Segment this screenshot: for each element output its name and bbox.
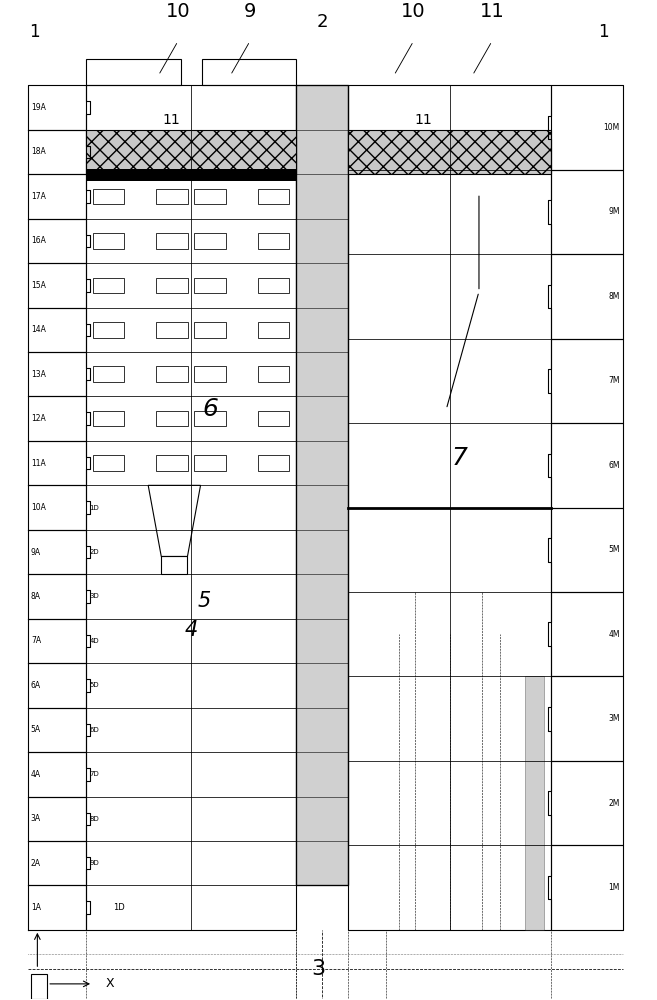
Text: 14A: 14A — [31, 325, 46, 334]
Text: 5D: 5D — [90, 682, 99, 688]
Bar — [194, 233, 226, 249]
Text: 9: 9 — [244, 2, 256, 21]
Bar — [258, 322, 289, 338]
Text: 11: 11 — [415, 113, 432, 127]
Text: 7A: 7A — [31, 636, 41, 645]
Text: 1D: 1D — [112, 903, 124, 912]
Bar — [156, 366, 188, 382]
Text: 9A: 9A — [31, 548, 41, 557]
Text: 2A: 2A — [31, 859, 41, 868]
Text: 12A: 12A — [31, 414, 45, 423]
Text: 10M: 10M — [603, 123, 620, 132]
Bar — [194, 366, 226, 382]
Bar — [87, 85, 296, 930]
Bar — [194, 144, 226, 160]
Text: 7D: 7D — [90, 771, 99, 777]
Text: 11: 11 — [163, 113, 181, 127]
Bar — [258, 189, 289, 204]
Text: 2: 2 — [316, 13, 328, 31]
Bar — [348, 130, 551, 174]
Text: 1: 1 — [29, 23, 39, 41]
Bar — [258, 455, 289, 471]
Text: 7M: 7M — [608, 376, 620, 385]
Text: 13A: 13A — [31, 370, 46, 379]
Bar — [93, 366, 124, 382]
Text: 11: 11 — [480, 2, 505, 21]
Text: 19A: 19A — [31, 103, 46, 112]
Text: 15A: 15A — [31, 281, 46, 290]
Bar — [348, 85, 551, 930]
Bar — [202, 59, 296, 85]
Bar — [258, 411, 289, 426]
Bar — [525, 676, 545, 930]
Text: 1D: 1D — [90, 505, 99, 511]
Text: 10: 10 — [401, 2, 426, 21]
Text: 1A: 1A — [31, 903, 41, 912]
Bar — [194, 278, 226, 293]
Text: X: X — [106, 977, 115, 990]
Bar — [93, 411, 124, 426]
Bar — [93, 189, 124, 204]
Text: 6A: 6A — [31, 681, 41, 690]
Text: 4A: 4A — [31, 770, 41, 779]
Text: 6: 6 — [203, 397, 219, 421]
Text: 3A: 3A — [31, 814, 41, 823]
Text: 10: 10 — [166, 2, 191, 21]
Bar — [87, 169, 296, 181]
Bar — [296, 85, 348, 885]
Bar — [87, 59, 181, 85]
Bar — [156, 189, 188, 204]
Text: 11A: 11A — [31, 459, 45, 468]
Bar — [156, 455, 188, 471]
Bar — [156, 322, 188, 338]
Text: 8M: 8M — [608, 292, 620, 301]
Text: 4M: 4M — [608, 630, 620, 639]
Text: 5M: 5M — [608, 545, 620, 554]
Text: 5A: 5A — [31, 725, 41, 734]
Text: 3D: 3D — [90, 593, 99, 599]
Text: 1M: 1M — [608, 883, 620, 892]
Bar — [161, 556, 187, 574]
Bar — [258, 278, 289, 293]
Bar — [194, 411, 226, 426]
Text: 16A: 16A — [31, 236, 46, 245]
Bar — [258, 233, 289, 249]
Bar — [194, 455, 226, 471]
Text: 2M: 2M — [608, 799, 620, 808]
Bar — [194, 322, 226, 338]
Text: 4D: 4D — [90, 638, 99, 644]
Text: 9M: 9M — [608, 207, 620, 216]
Text: 3: 3 — [311, 959, 326, 979]
Text: 6D: 6D — [90, 727, 99, 733]
Text: 5: 5 — [198, 591, 211, 611]
Bar — [156, 144, 188, 160]
Text: 4: 4 — [185, 620, 198, 640]
Bar — [93, 233, 124, 249]
Bar — [258, 366, 289, 382]
Bar — [31, 974, 47, 999]
Bar — [156, 278, 188, 293]
Bar — [93, 322, 124, 338]
Bar — [93, 278, 124, 293]
Text: 8A: 8A — [31, 592, 41, 601]
Text: 8D: 8D — [90, 816, 99, 822]
Text: 7: 7 — [451, 446, 467, 470]
Bar — [156, 233, 188, 249]
Text: 9D: 9D — [90, 860, 99, 866]
Bar — [93, 144, 124, 160]
Text: 2D: 2D — [90, 549, 99, 555]
Bar — [258, 144, 289, 160]
Bar — [156, 411, 188, 426]
Text: 6M: 6M — [608, 461, 620, 470]
Bar — [87, 130, 296, 174]
Text: 3M: 3M — [608, 714, 620, 723]
Bar — [194, 189, 226, 204]
Text: 18A: 18A — [31, 147, 45, 156]
Text: 17A: 17A — [31, 192, 46, 201]
Bar — [93, 455, 124, 471]
Text: 10A: 10A — [31, 503, 46, 512]
Text: 1: 1 — [598, 23, 608, 41]
